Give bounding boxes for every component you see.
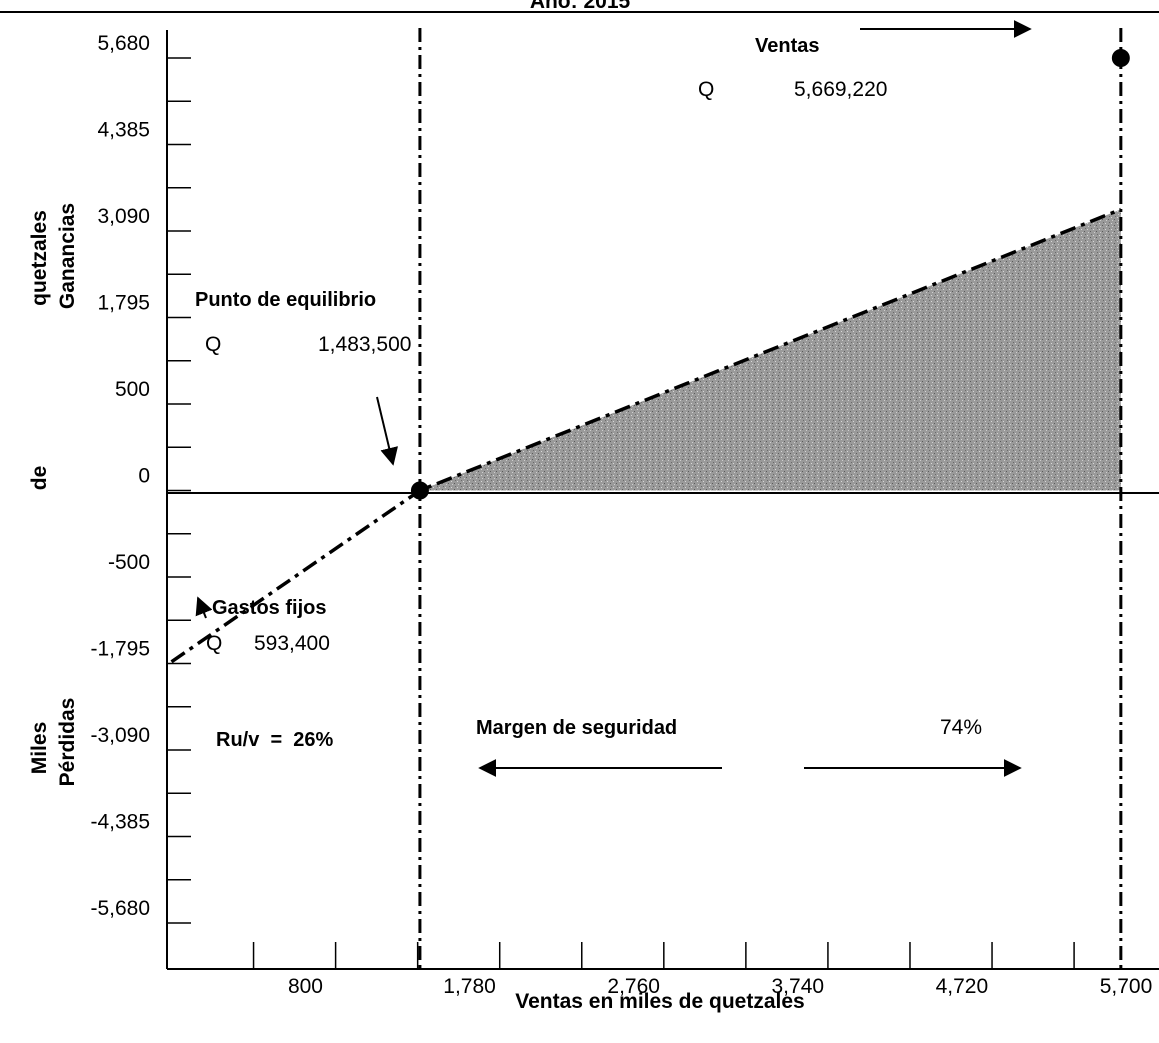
data-point: [1111, 49, 1130, 67]
y-tick-labels: 5,680 4,385 3,090 1,795 500 0 -500 -1,795 -3,090…: [90, 32, 150, 920]
equilibrio-arrow: [376, 396, 398, 466]
ruv-label: Ru/v = 26%: [216, 729, 333, 751]
x-tick-label: 800: [288, 975, 323, 998]
y-tick-label: -4,385: [90, 811, 150, 834]
data-point: [410, 481, 429, 500]
gastos-label: Gastos fijos: [212, 597, 326, 619]
equilibrio-q: Q: [205, 333, 221, 356]
y-axis-title-quetzales: quetzales: [28, 210, 51, 306]
x-tick-label: 3,740: [772, 975, 825, 998]
x-tick-label: 5,700: [1100, 975, 1153, 998]
margen-label: Margen de seguridad: [476, 717, 677, 739]
x-axis-title: Ventas en miles de quetzales: [515, 990, 804, 1013]
y-axis-title-ganancias: Ganancias: [56, 203, 79, 309]
equilibrio-value: 1,483,500: [318, 333, 411, 356]
x-tick-label: 1,780: [443, 975, 496, 998]
x-tick-marks: [252, 942, 1075, 969]
ventas-value: 5,669,220: [794, 78, 887, 101]
margen-pct: 74%: [940, 716, 982, 739]
ventas-label: Ventas: [755, 35, 819, 57]
gastos-arrow: [195, 596, 213, 619]
y-tick-label: -3,090: [90, 724, 150, 747]
y-tick-marks: [167, 57, 191, 924]
gastos-value: 593,400: [254, 632, 330, 655]
y-tick-label: 5,680: [97, 32, 150, 55]
chart-title: Año: 2015: [530, 0, 631, 13]
y-axis-title-miles: Miles: [28, 722, 51, 775]
x-tick-label: 2,760: [607, 975, 660, 998]
x-tick-label: 4,720: [936, 975, 989, 998]
y-tick-label: -500: [108, 551, 150, 574]
x-tick-labels: 800 1,780 2,760 3,740 4,720 5,700: [288, 975, 1152, 998]
ventas-q: Q: [698, 78, 714, 101]
y-tick-label: 1,795: [97, 292, 150, 315]
y-axis-title-de: de: [28, 466, 51, 491]
y-tick-label: 4,385: [97, 119, 150, 142]
y-axis-title-perdidas: Pérdidas: [56, 698, 79, 787]
y-tick-label: -5,680: [90, 897, 150, 920]
equilibrio-label: Punto de equilibrio: [195, 289, 376, 311]
chart-marks: [170, 28, 1130, 969]
gastos-q: Q: [206, 632, 222, 655]
y-tick-label: 0: [138, 465, 150, 488]
y-tick-label: 500: [115, 378, 150, 401]
y-tick-label: 3,090: [97, 205, 150, 228]
y-tick-label: -1,795: [90, 638, 150, 661]
